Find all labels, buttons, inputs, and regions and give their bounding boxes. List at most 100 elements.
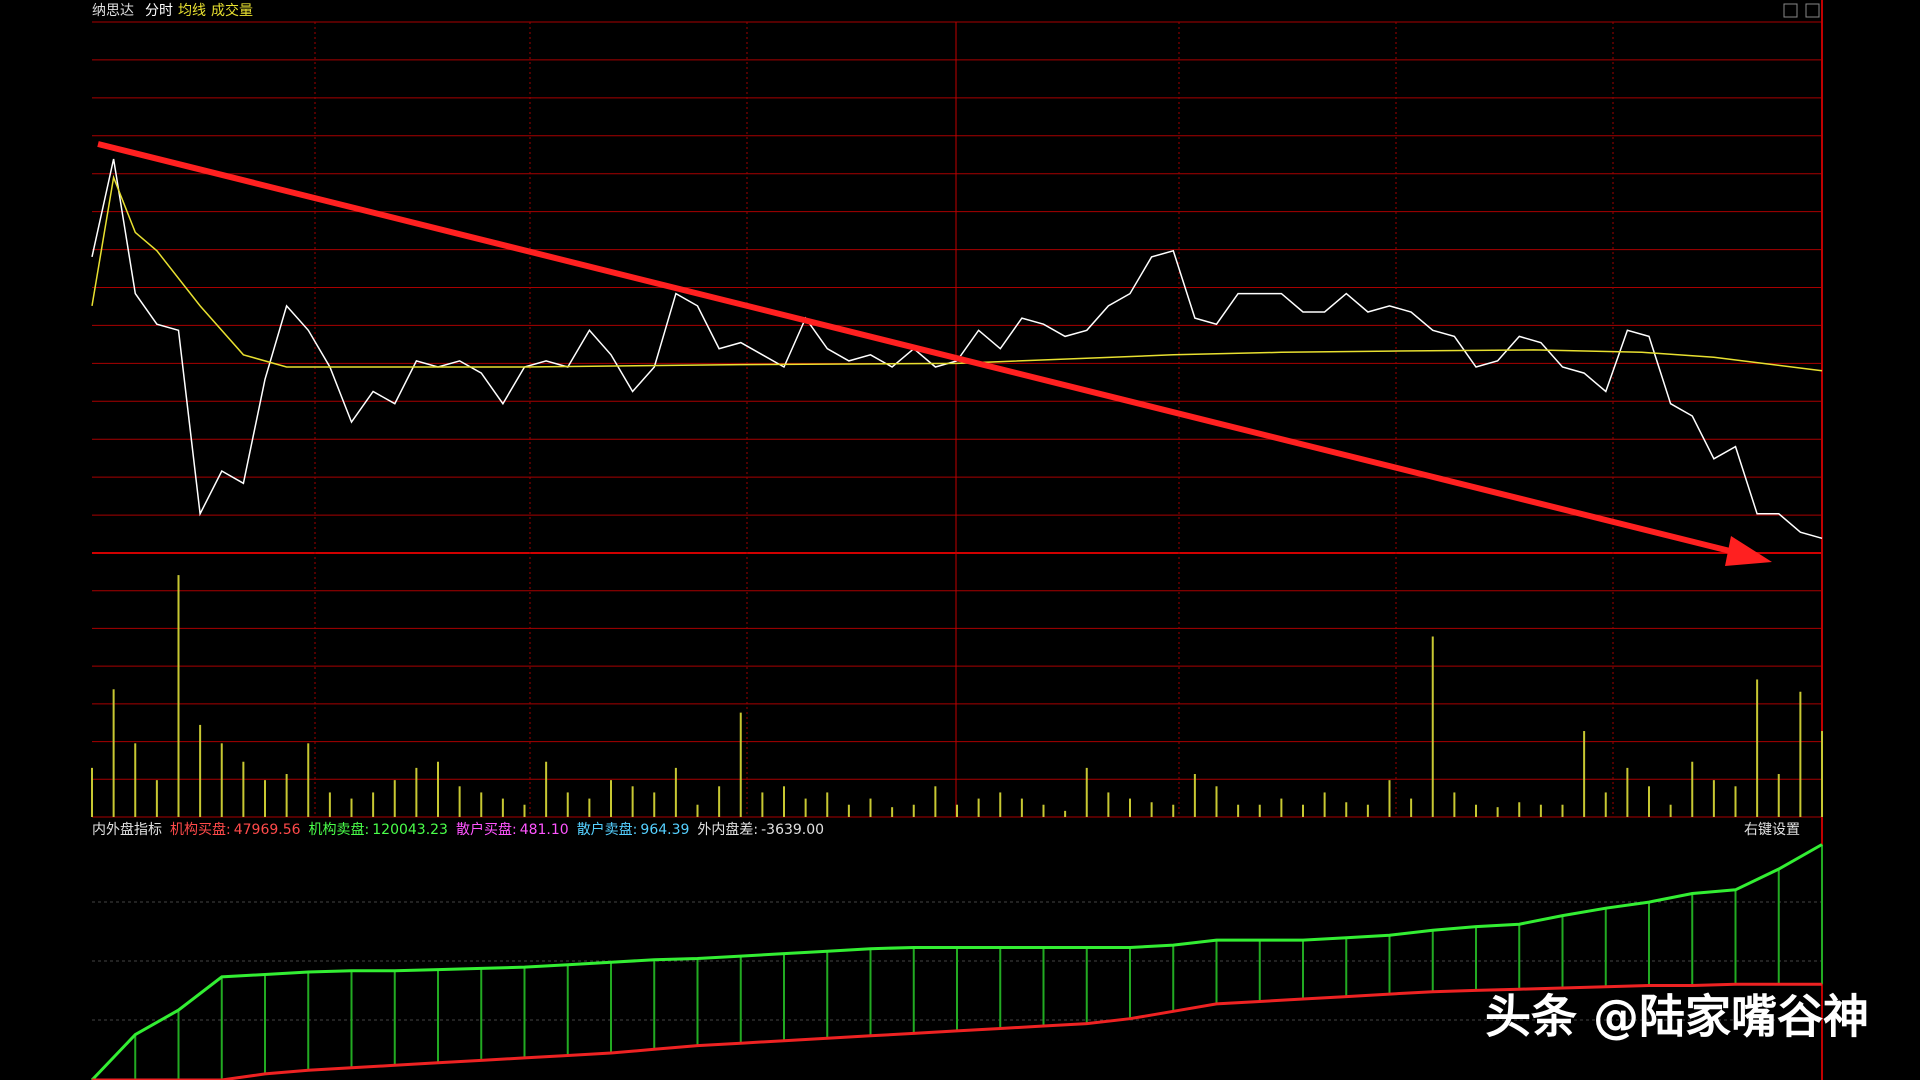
volume-bar [112,689,115,817]
settings[interactable]: 右键设置 [1744,822,1800,838]
volume-bar [912,804,915,817]
volume-bar [588,798,591,817]
indicator-value: 964.39 [640,822,689,838]
icon[interactable] [1805,3,1820,18]
watermark: 头条 @陆家嘴谷神 [1485,990,1869,1044]
volume-bar [761,792,764,817]
volume-bar [934,786,937,817]
volume-bar [1712,780,1715,817]
volume-bar [1669,804,1672,817]
volume-bar [1237,804,1240,817]
volume-bar [264,780,266,817]
volume-bar [1064,810,1067,817]
volume-bar [1496,807,1499,817]
volume-bar [1431,636,1434,817]
volume-bar [155,780,158,817]
volume-bar [610,780,612,817]
volume-bar [1604,792,1607,817]
legend-entry[interactable]: 分时 [145,3,173,19]
volume-bar [437,761,439,817]
volume-bar [328,792,331,817]
volume-bar [1345,802,1348,817]
volume-bar [804,798,807,817]
indicator-name: 机构卖盘: [309,821,370,838]
volume-bar [134,743,137,817]
volume-bar [1172,804,1175,817]
volume-bar [674,767,677,817]
volume-bar [1323,792,1326,817]
icon[interactable] [1783,3,1798,18]
indicator-name: 散户买盘: [456,821,517,838]
volume-bar [1734,786,1737,817]
volume-bar [1561,804,1564,817]
volume-bar [545,761,548,817]
volume-bar [631,786,634,817]
indicator-value: 47969.56 [234,822,301,838]
volume-bar [1626,767,1629,817]
volume-bar [415,767,418,817]
volume-bar [177,575,180,817]
volume-bar [1475,804,1477,817]
volume-bar [1020,798,1023,817]
volume-bar [783,786,785,817]
volume-bar [480,792,483,817]
volume-bar [350,798,353,817]
indicator-value: 481.10 [520,822,569,838]
volume-bar [372,792,375,817]
volume-bar [1129,798,1131,817]
volume-bar [826,792,829,817]
volume-bar [307,743,310,817]
volume-bar [1453,792,1456,817]
indicator-value: -3639.00 [761,822,824,838]
trend-arrow [97,141,1772,566]
volume-bar [1583,731,1586,817]
volume-bar [1215,786,1218,817]
volume-bar [1518,802,1521,817]
volume-bar [891,807,894,817]
volume-bar [393,780,396,817]
volume-bar [1302,804,1304,817]
arrow-shaft [97,141,1731,554]
volume-bar [1821,731,1823,817]
volume-bar [1410,798,1413,817]
indicator-line [92,982,1822,1080]
volume-bar [91,767,93,817]
volume-bar [1756,679,1759,817]
volume-bar [458,786,461,817]
volume-bar [1085,767,1088,817]
indicator-name: 外内盘差: [697,821,758,838]
volume-bar [1799,691,1802,817]
volume-bar [739,712,742,817]
marks [90,158,1823,1080]
volume-bar [1107,792,1110,817]
indicator-title: 内外盘指标 [92,821,162,838]
volume-bar [242,761,245,817]
volume-title[interactable]: 成交量 [211,2,253,19]
volume-bar [999,792,1002,817]
volume-bar [1648,786,1650,817]
volume-bar [1193,774,1196,817]
volume-bar [1777,774,1780,817]
indicator-line [90,843,1823,1080]
volume-bar [1388,780,1391,817]
volume-bar [696,804,699,817]
volume-bar [1691,761,1694,817]
volume-bar [199,724,202,817]
stock-name: 纳思达 [92,3,134,19]
volume-bar [977,798,980,817]
volume-bar [1258,804,1261,817]
price-line [91,174,1823,372]
arrow-head [1725,536,1772,566]
volume-bar [1042,804,1045,817]
volume-bar [1366,804,1369,817]
volume-bar [653,792,656,817]
indicator-name: 散户卖盘: [577,821,638,838]
volume-bar [1539,804,1542,817]
volume-bar [869,798,872,817]
volume-bar [1150,802,1153,817]
legend-entry[interactable]: 均线 [178,3,206,19]
